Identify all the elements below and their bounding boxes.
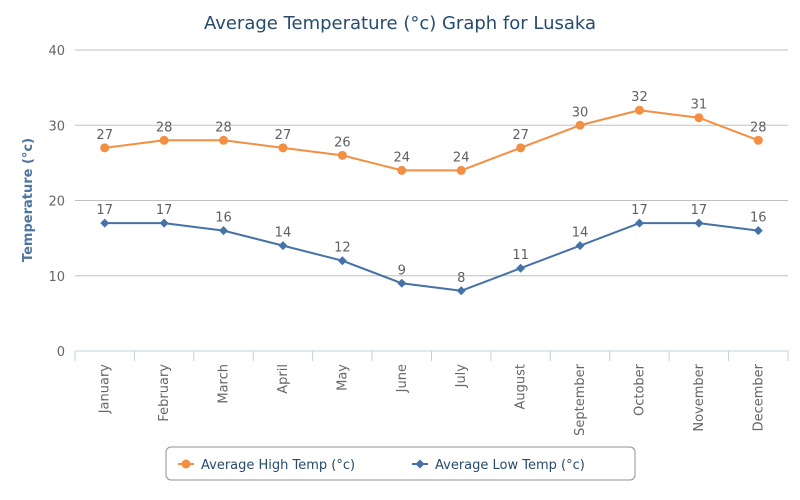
data-label: 24 [394,150,411,165]
data-point[interactable] [516,143,526,153]
x-tick-label: September [573,363,588,436]
data-point[interactable] [694,113,704,123]
data-point[interactable] [575,120,585,130]
data-label: 27 [275,128,292,143]
legend-box [165,446,636,481]
data-point[interactable] [278,143,288,153]
legend-label: Average Low Temp (°c) [435,458,585,473]
data-point[interactable] [753,135,763,145]
data-point[interactable] [278,241,288,251]
data-point[interactable] [219,135,229,145]
data-label: 14 [572,226,589,241]
data-label: 27 [512,128,529,143]
data-point[interactable] [159,135,169,145]
data-label: 32 [631,90,648,105]
x-axis: January February March April May June July Augu… [74,350,789,436]
data-point[interactable] [634,105,644,115]
series-high: 27 28 28 27 26 24 24 27 30 32 31 28 [96,90,767,175]
data-label: 14 [275,226,292,241]
legend[interactable]: Average High Temp (°c) Average Low Temp (… [165,446,636,481]
x-tick-label: May [335,364,350,391]
data-label: 16 [215,211,232,226]
y-tick-label: 0 [57,345,65,360]
data-label: 11 [512,248,529,263]
series-line [104,222,759,292]
data-label: 8 [457,271,465,286]
x-tick-label: August [514,364,529,410]
data-label: 17 [631,203,648,218]
x-tick-label: January [98,364,113,415]
data-point[interactable] [100,218,110,228]
legend-marker[interactable] [181,459,191,469]
data-label: 26 [334,135,351,150]
data-point[interactable] [753,226,763,236]
data-label: 27 [96,128,113,143]
data-label: 28 [750,120,767,135]
data-label: 28 [215,120,232,135]
data-label: 28 [156,120,173,135]
data-label: 12 [334,241,351,256]
x-tick-label: June [395,364,410,393]
y-axis-ticks: 0 10 20 30 40 [48,44,65,360]
data-point[interactable] [634,218,644,228]
data-point[interactable] [516,263,526,273]
data-point[interactable] [575,241,585,251]
series-group: 27 28 28 27 26 24 24 27 30 32 31 28 17 17 16 14 12 9 8 11 14… [96,90,767,296]
x-tick-label: November [692,363,707,431]
data-point[interactable] [337,150,347,160]
data-point[interactable] [100,143,110,153]
x-tick-label: March [217,364,232,404]
legend-item-low[interactable]: Average Low Temp (°c) [412,458,585,473]
x-tick-label: December [751,363,766,431]
data-point[interactable] [159,218,169,228]
grid-lines [75,49,788,277]
series-line [104,109,759,172]
y-tick-label: 10 [48,270,65,285]
x-tick-label: April [276,364,291,394]
data-label: 31 [691,98,708,113]
data-point[interactable] [397,278,407,288]
y-tick-label: 30 [48,119,65,134]
series-low: 17 17 16 14 12 9 8 11 14 17 17 16 [96,203,767,296]
data-label: 17 [156,203,173,218]
y-tick-label: 20 [48,195,65,210]
data-label: 17 [96,203,113,218]
legend-marker[interactable] [415,459,425,469]
y-axis-label: Temperature (°c) [21,138,36,262]
x-tick-label: July [454,364,469,389]
y-tick-label: 40 [48,44,65,59]
data-label: 30 [572,105,589,120]
data-label: 9 [398,263,406,278]
x-tick-label: October [632,363,647,416]
data-point[interactable] [694,218,704,228]
data-label: 16 [750,211,767,226]
legend-label: Average High Temp (°c) [201,458,355,473]
legend-item-high[interactable]: Average High Temp (°c) [178,458,355,473]
data-label: 17 [691,203,708,218]
data-point[interactable] [456,286,466,296]
x-tick-label: February [157,364,172,422]
data-point[interactable] [337,256,347,266]
data-point[interactable] [456,165,466,175]
chart-title: Average Temperature (°c) Graph for Lusak… [204,13,596,34]
data-point[interactable] [397,165,407,175]
data-point[interactable] [219,226,229,236]
data-label: 24 [453,150,470,165]
